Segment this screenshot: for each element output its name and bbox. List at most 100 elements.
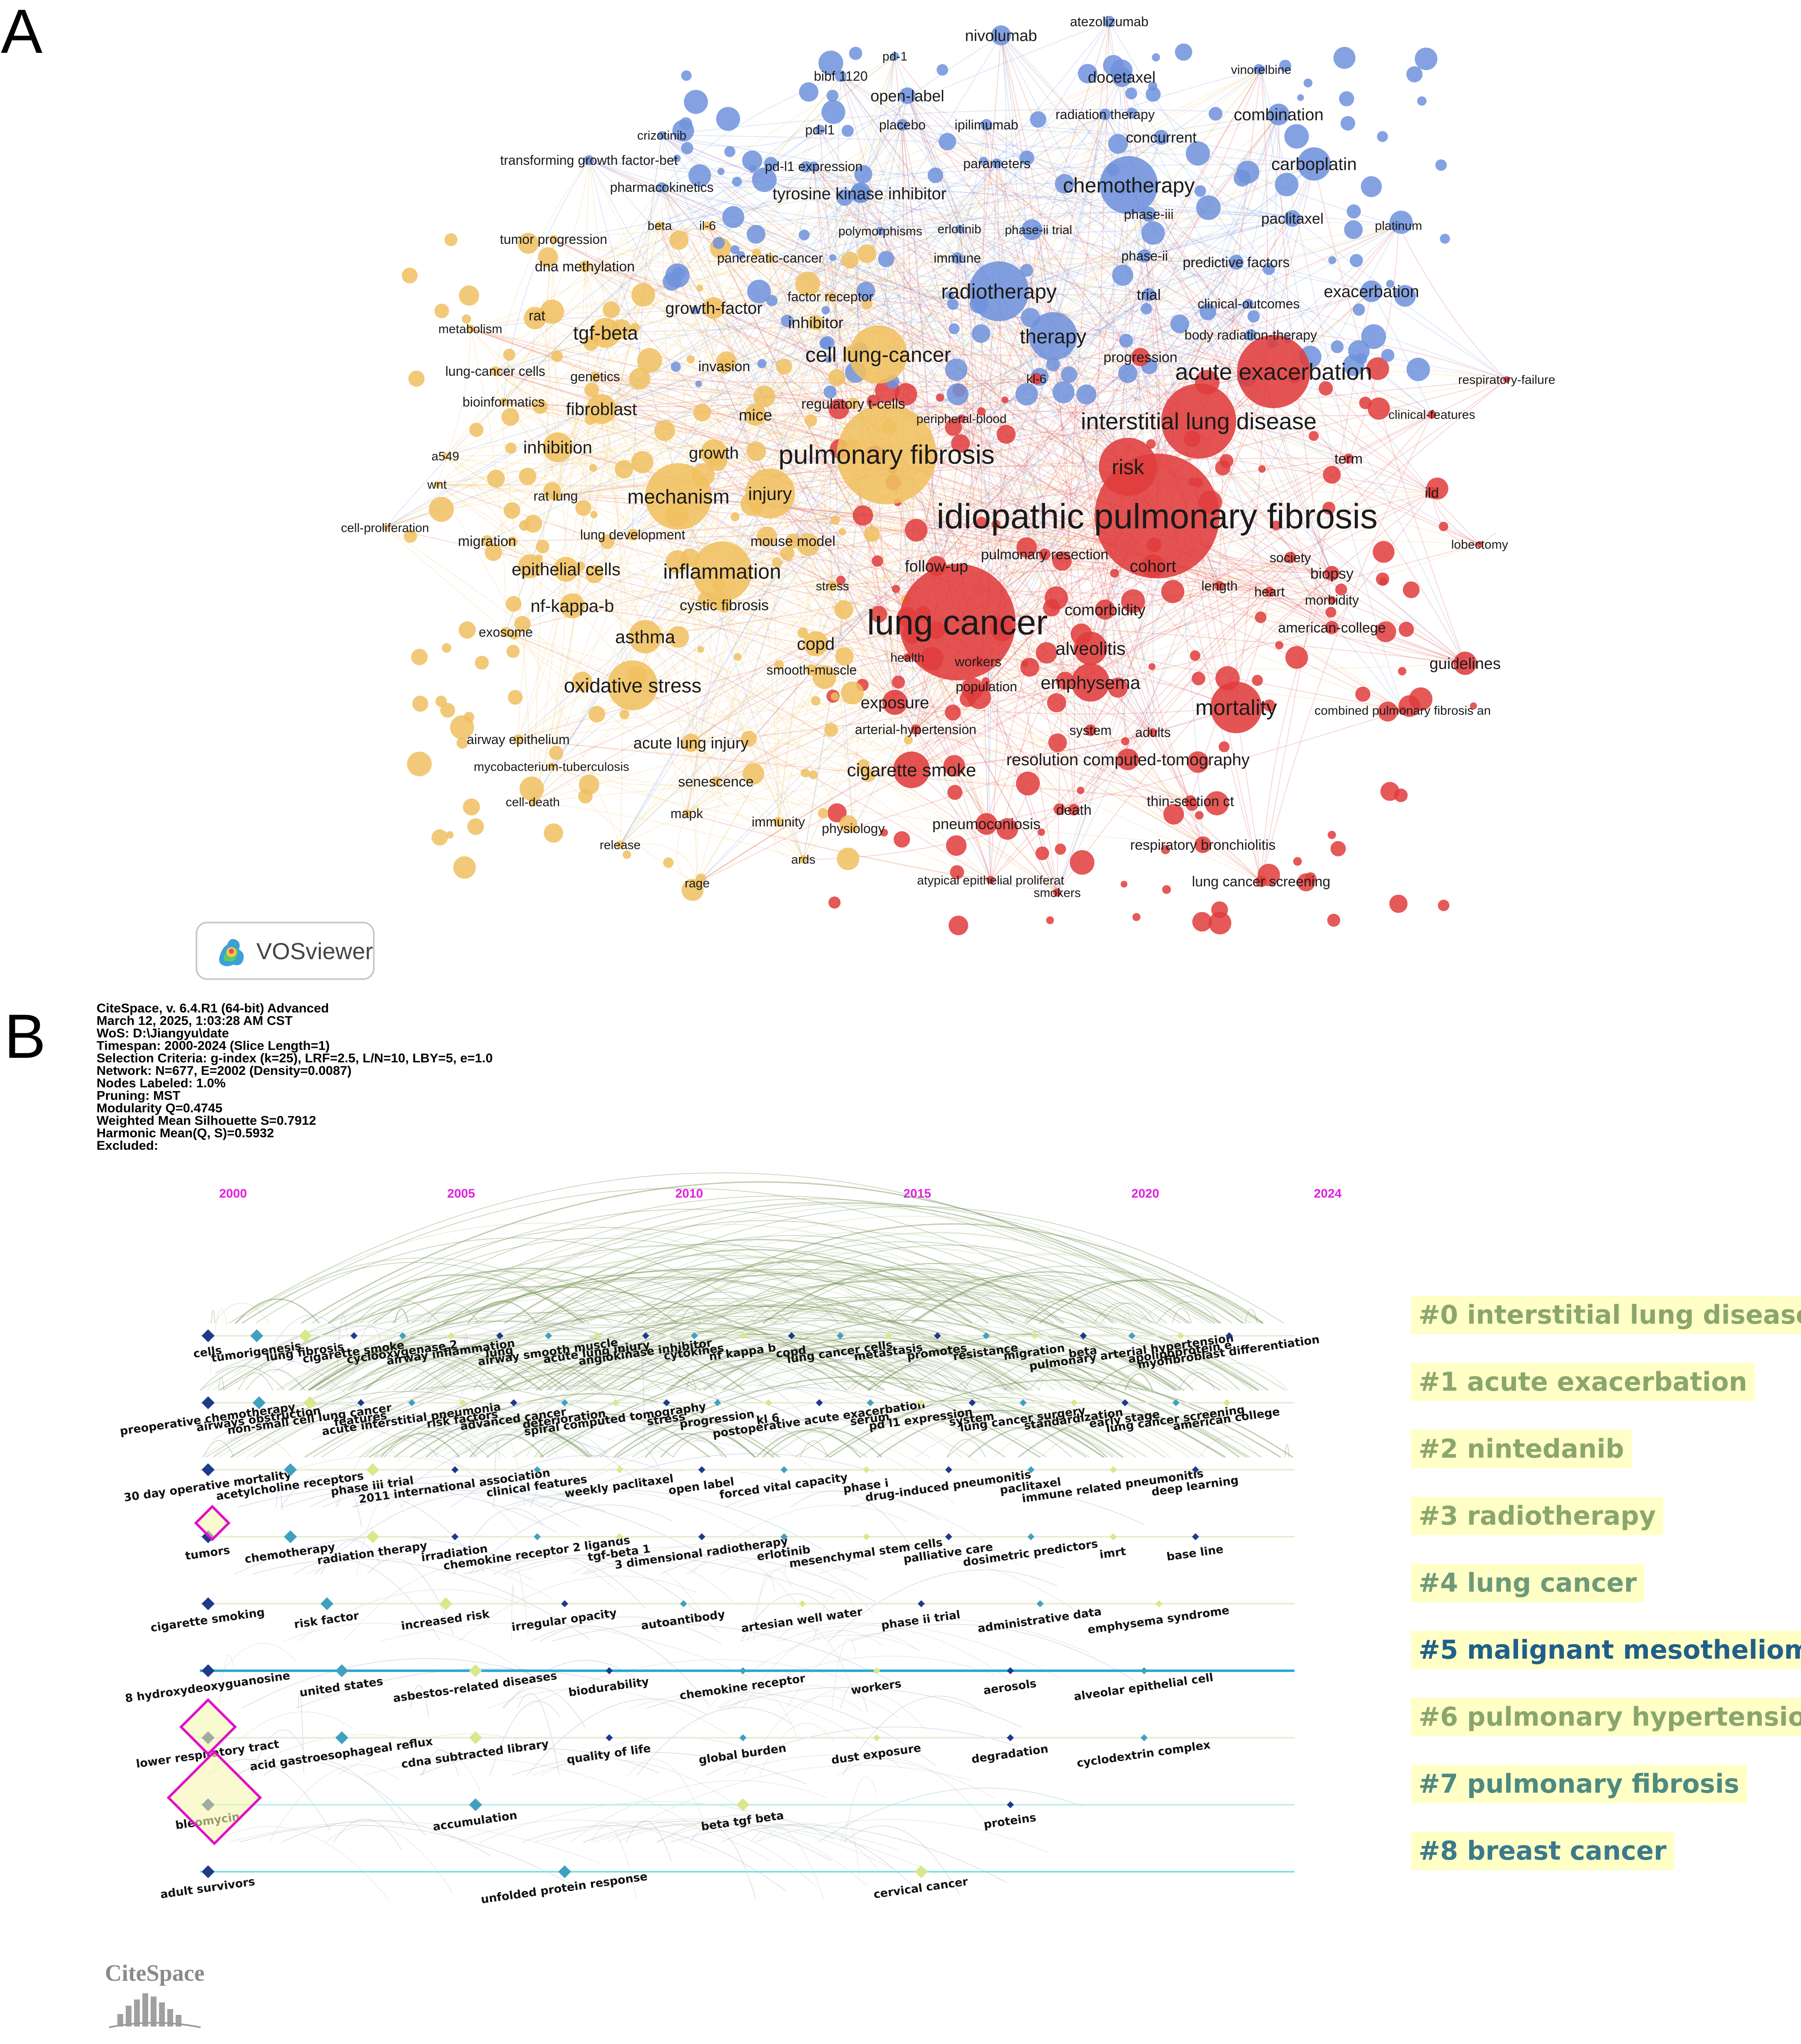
minor-node (549, 746, 564, 760)
keyword-label: ards (791, 853, 815, 867)
citation-arc (241, 1658, 542, 1709)
network-edge (986, 262, 1237, 687)
term-node (201, 1798, 215, 1811)
citation-arc (478, 1275, 732, 1324)
network-edge (815, 322, 854, 829)
network-edge (1290, 557, 1332, 628)
citation-arc (305, 1346, 1006, 1458)
citation-arc (234, 1536, 506, 1575)
minor-node (533, 399, 548, 414)
keyword-label: exosome (479, 625, 533, 640)
minor-node (936, 393, 944, 402)
network-edge (557, 354, 879, 448)
network-edge (385, 262, 1237, 528)
citation-arc (514, 1359, 1124, 1458)
citation-arc (505, 1558, 529, 1635)
term-label: advanced cancer (460, 1405, 567, 1433)
network-edge (686, 702, 895, 814)
network-edge (503, 402, 716, 782)
network-edge (715, 730, 1091, 782)
network-edge (957, 228, 974, 623)
keyword-label: placebo (879, 117, 926, 132)
network-edge (769, 258, 812, 670)
citation-arc (532, 1759, 774, 1836)
citation-arc (200, 1342, 930, 1458)
term-node (863, 1533, 870, 1540)
keyword-label: biopsy (1310, 565, 1354, 582)
minor-node (1030, 111, 1046, 128)
cluster-label-7: #7 pulmonary fibrosis (1411, 1765, 1747, 1803)
keyword-node (1325, 621, 1339, 634)
citation-arc (319, 1268, 1102, 1391)
network-edge (1036, 114, 1279, 379)
network-edge (553, 166, 814, 240)
citation-arc (627, 1260, 989, 1324)
keyword-label: open-label (870, 87, 944, 105)
citation-arc (234, 1325, 430, 1374)
citation-arc (763, 1544, 1065, 1575)
minor-node (1121, 737, 1130, 746)
minor-node (519, 776, 544, 801)
citation-arc (353, 1325, 382, 1374)
citation-arc (1171, 1368, 1239, 1391)
minor-node (619, 709, 630, 719)
citation-arc (1038, 1279, 1264, 1324)
info-line: Pruning: MST (97, 1088, 181, 1103)
minor-node (857, 244, 877, 263)
keyword-node (1131, 348, 1150, 366)
keyword-label: radiotherapy (941, 280, 1057, 303)
minor-node (1346, 204, 1361, 219)
citation-arc (472, 1552, 617, 1591)
keyword-node (876, 227, 884, 235)
citation-arc (786, 1633, 918, 1709)
network-edge (724, 114, 1105, 367)
keyword-node (1394, 221, 1403, 230)
citation-arc (239, 1825, 579, 1889)
citation-arc (759, 1723, 835, 1776)
term-node (561, 1399, 569, 1406)
citation-arc (840, 1823, 860, 1875)
minor-node (407, 752, 432, 776)
citation-arc (282, 1487, 556, 1533)
network-edge (722, 185, 1129, 572)
minor-node (1036, 642, 1057, 664)
citation-arc (571, 1257, 951, 1324)
keyword-node (1344, 454, 1354, 464)
minor-node (1252, 675, 1263, 686)
term-label: increased risk (400, 1607, 491, 1633)
citation-arc (813, 1589, 855, 1642)
network-edge (986, 124, 1274, 372)
term-label: degradation (971, 1742, 1049, 1766)
citation-arc (214, 1302, 270, 1324)
minor-node (828, 399, 849, 419)
network-edge (470, 328, 558, 448)
keyword-node (891, 52, 899, 60)
info-line: Timespan: 2000-2024 (Slice Length=1) (97, 1038, 330, 1053)
network-edge (1105, 114, 1154, 733)
network-edge (803, 809, 1074, 860)
citation-arc (700, 1305, 1221, 1391)
minor-node (1435, 159, 1447, 171)
minor-node (870, 605, 887, 623)
network-edge (978, 414, 1432, 662)
citation-arc (350, 1357, 490, 1391)
citation-arc (835, 1343, 1082, 1391)
citation-arc (316, 1268, 1093, 1391)
minor-node (1333, 47, 1356, 69)
minor-node (1016, 537, 1037, 558)
network-edge (601, 409, 895, 703)
network-edge (572, 135, 662, 606)
citation-arc (595, 1353, 1250, 1458)
term-node (201, 1597, 215, 1610)
citation-arc (904, 1326, 1269, 1391)
keyword-label: a549 (432, 450, 460, 464)
info-line: Network: N=677, E=2002 (Density=0.0087) (97, 1063, 352, 1078)
citation-arc (442, 1298, 1009, 1391)
citation-arc (486, 1413, 710, 1458)
term-node (837, 1332, 844, 1340)
term-label: 2011 international association (358, 1466, 551, 1506)
citation-arc (534, 1249, 972, 1324)
minor-node (827, 803, 847, 823)
citation-arc (503, 1660, 638, 1709)
term-label: pd l1 expression (868, 1406, 974, 1433)
